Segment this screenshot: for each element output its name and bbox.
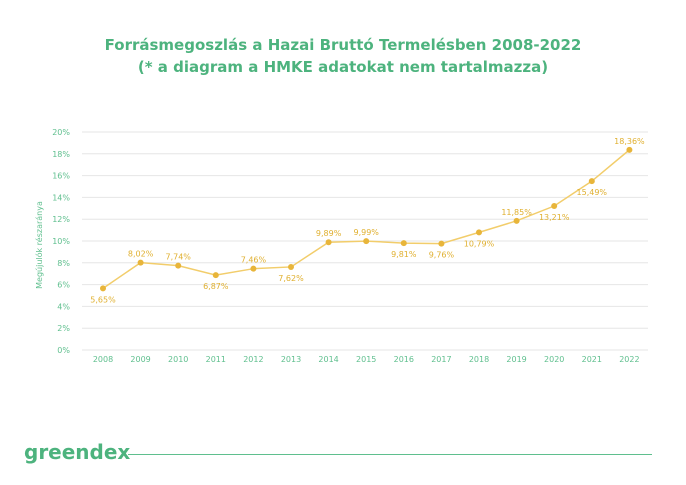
data-point [100, 285, 106, 292]
y-tick-label: 4% [57, 302, 70, 311]
data-point [288, 263, 294, 270]
data-point [513, 217, 520, 224]
data-point [438, 240, 445, 247]
data-label: 9,99% [353, 228, 379, 237]
y-axis-label: Megújulók részaránya [34, 201, 44, 289]
chart-title-line1: Forrásmegoszlás a Hazai Bruttó Termelésb… [104, 36, 582, 54]
data-label: 7,74% [165, 253, 191, 262]
y-tick-label: 2% [57, 324, 70, 333]
data-point [137, 259, 144, 266]
greendex-logo: greendex [24, 440, 131, 464]
x-tick-label: 2022 [619, 355, 639, 364]
y-tick-label: 6% [57, 281, 70, 290]
data-label: 13,21% [539, 213, 570, 222]
data-label: 8,02% [128, 250, 154, 259]
data-label: 18,36% [614, 137, 645, 146]
y-tick-label: 10% [52, 237, 70, 246]
data-point [626, 146, 633, 153]
data-point [551, 203, 558, 210]
chart-subtitle: (* a diagram a HMKE adatokat nem tartalm… [137, 58, 549, 76]
x-tick-label: 2018 [469, 355, 489, 364]
data-label: 5,65% [90, 295, 116, 304]
x-tick-label: 2011 [206, 355, 226, 364]
data-label: 10,79% [464, 239, 495, 248]
x-tick-label: 2019 [506, 355, 526, 364]
footer-divider [128, 454, 652, 455]
data-point [588, 178, 595, 185]
data-label: 9,81% [391, 250, 417, 259]
x-tick-label: 2014 [318, 355, 338, 364]
y-tick-label: 14% [52, 193, 70, 202]
data-point [325, 239, 332, 246]
data-label: 6,87% [203, 282, 229, 291]
x-tick-label: 2017 [431, 355, 451, 364]
data-point [400, 240, 407, 247]
data-label: 7,46% [241, 256, 267, 265]
x-tick-label: 2012 [243, 355, 263, 364]
y-tick-label: 12% [52, 215, 70, 224]
x-tick-label: 2010 [168, 355, 188, 364]
y-tick-label: 20% [52, 128, 70, 137]
data-point [363, 238, 370, 245]
data-label: 15,49% [577, 188, 608, 197]
y-tick-label: 16% [52, 172, 70, 181]
x-tick-label: 2013 [281, 355, 301, 364]
x-tick-label: 2009 [130, 355, 150, 364]
data-label: 11,85% [501, 208, 532, 217]
data-point [250, 265, 257, 272]
x-tick-label: 2020 [544, 355, 564, 364]
x-tick-label: 2015 [356, 355, 376, 364]
data-label: 9,76% [429, 251, 455, 260]
x-tick-label: 2008 [93, 355, 113, 364]
data-label: 7,62% [278, 274, 304, 283]
data-point [476, 229, 482, 236]
data-label: 9,89% [316, 229, 342, 238]
y-tick-label: 8% [57, 259, 70, 268]
x-tick-label: 2021 [582, 355, 602, 364]
y-tick-label: 18% [52, 150, 70, 159]
y-tick-label: 0% [57, 346, 70, 355]
x-tick-label: 2016 [394, 355, 414, 364]
data-point [175, 262, 182, 269]
chart-title: Forrásmegoszlás a Hazai Bruttó Termelésb… [0, 34, 686, 78]
data-point [212, 272, 219, 279]
